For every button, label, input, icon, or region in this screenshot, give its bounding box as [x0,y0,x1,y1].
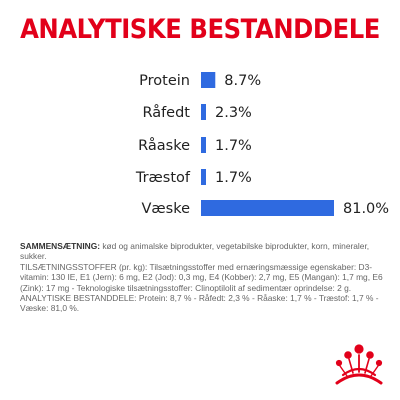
category-label: Råaske [138,137,190,154]
category-label: Råfedt [142,104,190,121]
category-label: Væske [141,201,190,217]
composition-ingredients: kød og animalske biprodukter, vegetabils… [20,241,370,262]
royal-canin-crown-logo-icon [335,344,383,385]
value-label: 81.0% [343,201,389,217]
analytical-paragraph: ANALYTISKE BESTANDDELE: Protein: 8,7 % -… [20,293,379,314]
page-title: ANALYTISKE BESTANDDELE [20,14,380,45]
composition-text-block: SAMMENSÆTNING: kød og animalske biproduk… [20,241,385,314]
composition-label: SAMMENSÆTNING: [20,241,101,251]
value-label: 2.3% [215,105,252,121]
value-label: 1.7% [215,170,252,186]
bar-råaske [201,137,206,153]
value-label: 8.7% [224,73,261,89]
category-label: Protein [139,73,190,89]
category-label: Træstof [135,170,191,186]
bar-råfedt [201,104,206,120]
composition-paragraph: SAMMENSÆTNING: kød og animalske biproduk… [20,241,385,262]
analysis-bar-chart: Protein 8.7% Råfedt 2.3% Råaske 1.7% Træstof 1.… [135,72,389,217]
value-label: 1.7% [215,138,252,154]
bar-protein [201,72,216,88]
bar-træstof [201,169,206,185]
bar-væske [201,200,334,216]
additives-paragraph: TILSÆTNINGSSTOFFER (pr. kg): Tilsætnings… [20,261,383,293]
